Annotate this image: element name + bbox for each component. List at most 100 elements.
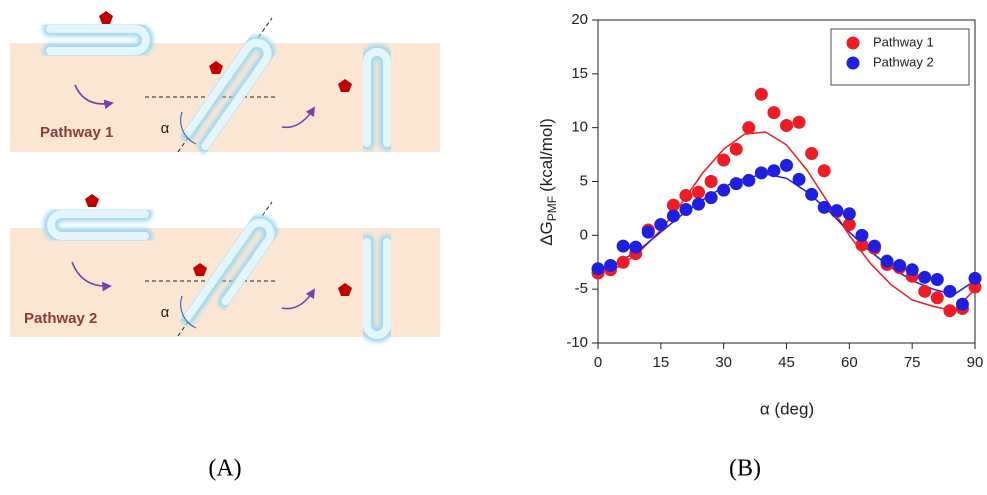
y-tick-label: 0 [580,226,588,243]
data-point [830,204,844,218]
x-tick-label: 30 [715,354,732,371]
data-point [729,142,743,156]
hairpin [359,44,395,151]
data-point [792,172,806,186]
data-point [729,177,743,191]
hairpin [42,21,154,59]
x-axis-label: α (deg) [760,399,814,418]
data-point [893,258,907,272]
data-point [817,200,831,214]
x-tick-label: 0 [594,354,602,371]
y-tick-label: -10 [566,334,588,351]
data-point [805,187,819,201]
data-point [943,304,957,318]
ligand [193,263,207,276]
data-point [742,121,756,135]
arrow [71,261,112,292]
angle-label: α [161,304,170,321]
data-point [742,173,756,187]
ligand [99,11,113,24]
data-point [616,239,630,253]
data-point [780,158,793,172]
y-tick-label: 10 [571,119,588,136]
pathway-label: Pathway 1 [40,124,113,141]
data-point [817,164,831,178]
data-point [943,284,957,298]
x-tick-label: 75 [904,354,921,371]
legend-marker [846,36,860,50]
diagram: Pathway 1 α Pathway 2 α (A) [10,11,440,482]
data-point [930,291,944,305]
data-point [880,254,894,268]
data-point [679,202,693,216]
data-point [968,271,982,285]
data-point [842,218,856,232]
data-point [754,87,768,101]
angle-arc [180,111,197,145]
ligand [338,283,352,296]
data-point [930,272,944,286]
chart: (B) α (deg) ΔGPMF (kcal/mol) 0 15 30 45 60 75 9… [537,11,983,482]
panel-label: (A) [208,456,241,482]
data-point [692,185,706,199]
y-label-main: ΔG [537,221,556,246]
x-tick-label: 45 [778,354,795,371]
data-point [717,153,731,167]
y-axis-label: ΔGPMF (kcal/mol) [537,118,559,246]
data-point [767,106,781,120]
data-point [855,228,869,242]
data-point [855,238,869,252]
angle-label: α [161,120,170,137]
arrow [281,106,316,129]
legend-label: Pathway 2 [873,54,934,69]
data-point [641,225,655,239]
pathway-label: Pathway 2 [24,310,97,327]
x-tick-label: 60 [841,354,858,371]
y-tick-label: 20 [571,11,588,28]
arrow [74,84,114,110]
ligand [85,194,99,207]
data-point [780,119,793,133]
x-tick-label: 90 [967,354,984,371]
data-point [654,218,668,232]
data-point [918,284,932,298]
legend-label: Pathway 1 [873,34,934,49]
ligand [338,79,352,92]
data-point [666,198,680,212]
data-point [704,191,718,205]
y-tick-label: 15 [571,65,588,82]
y-label-sub: PMF [545,196,559,221]
y-tick-label: -5 [575,280,588,297]
data-point [692,197,706,211]
data-point [629,240,643,254]
x-tick-label: 15 [652,354,669,371]
hairpin [179,215,278,325]
hairpin [359,234,395,343]
data-point [666,209,680,223]
data-point [604,258,618,272]
y-tick-label: 5 [580,172,588,189]
data-point [805,147,819,161]
data-point [704,175,718,188]
data-point [591,262,605,276]
data-point [754,166,768,180]
data-point [717,183,731,197]
legend-marker [846,56,860,70]
data-point [918,270,932,284]
ligand [209,61,223,74]
panel-label: (B) [729,456,761,482]
arrow [281,288,316,310]
hairpin [179,35,276,154]
hairpin [43,206,153,244]
data-point [679,188,693,202]
angle-arc [180,295,197,329]
data-point [867,239,881,253]
data-point [842,207,856,221]
data-point [955,297,969,311]
data-point [767,164,781,178]
data-point [792,115,806,129]
y-label-unit: (kcal/mol) [537,118,556,192]
data-point [905,263,919,277]
